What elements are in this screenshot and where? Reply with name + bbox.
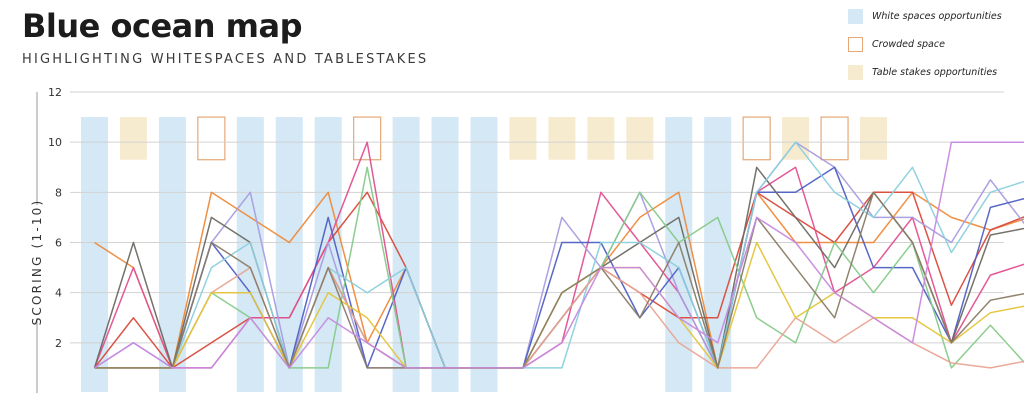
- series-line-10: [94, 241, 1024, 369]
- series-line-12: [94, 141, 1024, 369]
- crowded-band: [820, 116, 849, 161]
- page-subtitle: HIGHLIGHTING WHITESPACES AND TABLESTAKES: [22, 52, 429, 67]
- tablestakes-band: [548, 117, 576, 160]
- series-line-4: [94, 141, 1024, 369]
- whitespace-band: [81, 117, 108, 392]
- whitespace-band: [392, 117, 420, 392]
- y-axis-label: SCORING (1-10): [30, 199, 44, 326]
- tablestakes-band: [587, 117, 615, 160]
- y-tick-label: 10: [48, 136, 62, 149]
- y-tick-label: 8: [55, 186, 62, 199]
- legend-label-whitespace: White spaces opportunities: [872, 11, 1002, 22]
- tablestakes-band: [509, 117, 537, 160]
- whitespace-band: [470, 117, 498, 392]
- legend-swatch-tablestakes: [848, 65, 863, 80]
- tablestakes-band: [860, 117, 887, 160]
- chart-legend: White spaces opportunities Crowded space…: [848, 8, 1020, 92]
- y-tick-label: 4: [55, 287, 62, 300]
- legend-item-tablestakes: Table stakes opportunities: [848, 64, 1020, 92]
- series-line-1: [94, 191, 1024, 369]
- tablestakes-band: [119, 117, 147, 160]
- y-tick-label: 2: [55, 337, 62, 350]
- y-tick-label: 6: [55, 237, 62, 250]
- legend-label-tablestakes: Table stakes opportunities: [872, 67, 998, 78]
- y-tick-label: 12: [48, 86, 62, 99]
- legend-item-whitespace: White spaces opportunities: [848, 8, 1020, 36]
- legend-item-crowded: Crowded space: [848, 36, 1020, 64]
- legend-swatch-whitespace: [848, 9, 863, 24]
- crowded-band: [742, 116, 771, 161]
- legend-label-crowded: Crowded space: [872, 39, 945, 50]
- whitespace-band: [236, 117, 264, 392]
- page-title: Blue ocean map: [22, 7, 303, 45]
- series-line-3: [93, 141, 1024, 369]
- series-line-2: [93, 191, 1024, 369]
- crowded-band: [197, 116, 226, 161]
- crowded-band: [353, 116, 382, 161]
- series-line-8: [94, 141, 1024, 369]
- tablestakes-band: [626, 117, 654, 160]
- series-line-11: [94, 191, 1024, 369]
- legend-swatch-crowded: [848, 37, 863, 52]
- whitespace-band: [431, 117, 459, 392]
